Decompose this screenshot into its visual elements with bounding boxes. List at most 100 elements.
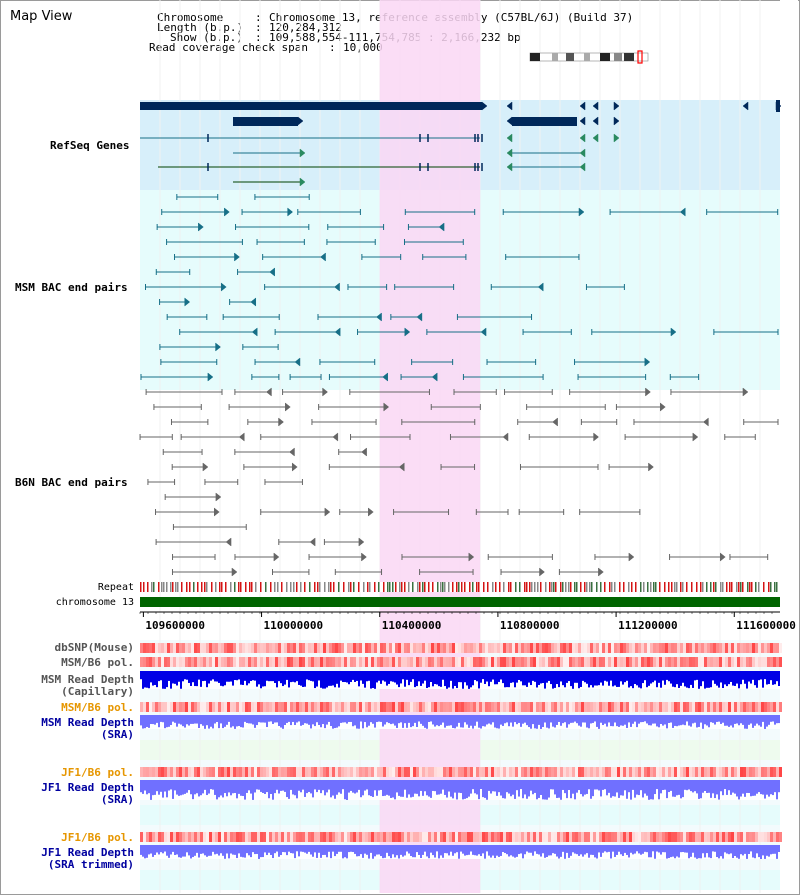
jf1-pol2-cell bbox=[554, 832, 557, 842]
jf1-pol2-cell bbox=[218, 832, 221, 842]
msm-pol-cell bbox=[530, 657, 533, 667]
jf1-pol-cell bbox=[161, 767, 164, 777]
msm-sra-depth-bar bbox=[778, 715, 780, 724]
jf1-trim-depth-bar bbox=[682, 845, 684, 853]
msm-bac-track-label[interactable]: MSM BAC end pairs bbox=[15, 281, 128, 294]
jf1-pol-cell bbox=[182, 767, 185, 777]
msm-bac-track[interactable] bbox=[140, 194, 779, 382]
msm-depth-bar bbox=[278, 671, 280, 682]
jf1-trim-depth-bar bbox=[408, 845, 410, 854]
jf1-pol-cell bbox=[584, 767, 587, 777]
jf1-pol-cell bbox=[686, 767, 689, 777]
repeat-element bbox=[166, 582, 168, 592]
jf1-sra-depth-bar bbox=[150, 780, 152, 800]
dbsnp-cell bbox=[767, 643, 770, 653]
msm-depth-bar bbox=[518, 671, 520, 680]
dbsnp-cell bbox=[317, 643, 320, 653]
jf1-pol-cell bbox=[695, 767, 698, 777]
msm-pol-cell bbox=[566, 657, 569, 667]
msm-sra-depth-bar bbox=[548, 715, 550, 729]
refseq-gene-track[interactable] bbox=[140, 100, 782, 187]
jf1-trim-depth-bar bbox=[510, 845, 512, 856]
dbsnp-cell bbox=[206, 643, 209, 653]
jf1-sra-depth-bar bbox=[614, 780, 616, 797]
jf1-sra-depth-bar bbox=[736, 780, 738, 797]
msm-sra-depth-bar bbox=[738, 715, 740, 726]
b6n-bac-pair-arrow bbox=[215, 492, 222, 502]
msm-sra-depth-bar bbox=[550, 715, 552, 723]
dbsnp-cell bbox=[590, 643, 593, 653]
jf1-pol-cell bbox=[443, 767, 446, 777]
variation-tracks[interactable] bbox=[140, 643, 782, 859]
dbsnp-cell bbox=[425, 643, 428, 653]
jf1-pol2-cell bbox=[725, 832, 728, 842]
repeat-track[interactable] bbox=[140, 582, 780, 592]
msm-sra-pol-cell bbox=[518, 702, 521, 712]
repeat-element bbox=[234, 582, 236, 592]
repeat-element bbox=[774, 582, 776, 592]
jf1-sra-depth-bar bbox=[146, 780, 148, 795]
msm-sra-depth-bar bbox=[656, 715, 658, 727]
jf1-sra-depth-bar bbox=[734, 780, 736, 794]
msm-depth-bar bbox=[194, 671, 196, 687]
repeat-track-label: Repeat bbox=[97, 582, 134, 593]
jf1-pol-cell bbox=[440, 767, 443, 777]
jf1-trim-depth-bar bbox=[562, 845, 564, 852]
msm-depth-bar bbox=[464, 671, 466, 683]
b6n-bac-track-label[interactable]: B6N BAC end pairs bbox=[15, 476, 128, 489]
msm-sra-depth-bar bbox=[414, 715, 416, 723]
msm-sra-depth-bar bbox=[498, 715, 500, 729]
jf1-sra-depth-bar bbox=[206, 780, 208, 796]
msm-sra-depth-bar bbox=[496, 715, 498, 729]
msm-sra-depth-bar bbox=[700, 715, 702, 723]
dbsnp-cell bbox=[593, 643, 596, 653]
msm-depth-bar bbox=[680, 671, 682, 686]
msm-sra-pol-cell bbox=[170, 702, 173, 712]
chromosome-ideogram[interactable] bbox=[529, 50, 649, 64]
msm-sra-pol-cell bbox=[728, 702, 731, 712]
msm-depth-bar bbox=[262, 671, 264, 687]
msm-pol-cell bbox=[686, 657, 689, 667]
msm-sra-depth-bar bbox=[202, 715, 204, 726]
msm-sra-depth-bar bbox=[554, 715, 556, 728]
dbsnp-cell bbox=[302, 643, 305, 653]
dbsnp-cell bbox=[308, 643, 311, 653]
jf1-pol2-cell bbox=[647, 832, 650, 842]
jf1-trim-depth-bar bbox=[234, 845, 236, 855]
jf1-trim-depth-bar bbox=[540, 845, 542, 857]
msm-pol-cell bbox=[248, 657, 251, 667]
jf1-sra-depth-bar bbox=[262, 780, 264, 793]
gene-strand-arrow bbox=[579, 101, 586, 111]
jf1-pol2-cell bbox=[491, 832, 494, 842]
dbsnp-cell bbox=[719, 643, 722, 653]
msm-sra-pol-cell bbox=[386, 702, 389, 712]
msm-pol-cell bbox=[263, 657, 266, 667]
msm-pol-cell bbox=[185, 657, 188, 667]
msm-sra-pol-cell bbox=[380, 702, 383, 712]
refseq-track-label[interactable]: RefSeq Genes bbox=[50, 139, 130, 152]
jf1-trim-depth-bar bbox=[512, 845, 514, 857]
jf1-trim-depth-bar bbox=[398, 845, 400, 859]
jf1-pol-cell bbox=[644, 767, 647, 777]
jf1-pol-cell bbox=[506, 767, 509, 777]
jf1-sra-depth-bar bbox=[406, 780, 408, 798]
b6n-bac-track[interactable] bbox=[139, 387, 779, 577]
msm-sra-pol-cell bbox=[341, 702, 344, 712]
msm-pol-cell bbox=[167, 657, 170, 667]
msm-pol-cell bbox=[728, 657, 731, 667]
jf1-trim-depth-bar bbox=[296, 845, 298, 852]
msm-sra-depth-bar bbox=[188, 715, 190, 726]
jf1-sra-depth-bar bbox=[604, 780, 606, 790]
msm-sra-depth-bar bbox=[274, 715, 276, 723]
msm-sra-depth-bar bbox=[606, 715, 608, 727]
msm-sra-pol-cell bbox=[362, 702, 365, 712]
msm-pol-cell bbox=[371, 657, 374, 667]
repeat-element bbox=[277, 582, 279, 592]
msm-sra-depth-bar bbox=[486, 715, 488, 725]
repeat-element bbox=[197, 582, 199, 592]
jf1-trim-depth-bar bbox=[288, 845, 290, 852]
msm-sra-depth-bar bbox=[232, 715, 234, 727]
msm-depth-bar bbox=[694, 671, 696, 681]
jf1-pol-cell bbox=[146, 767, 149, 777]
